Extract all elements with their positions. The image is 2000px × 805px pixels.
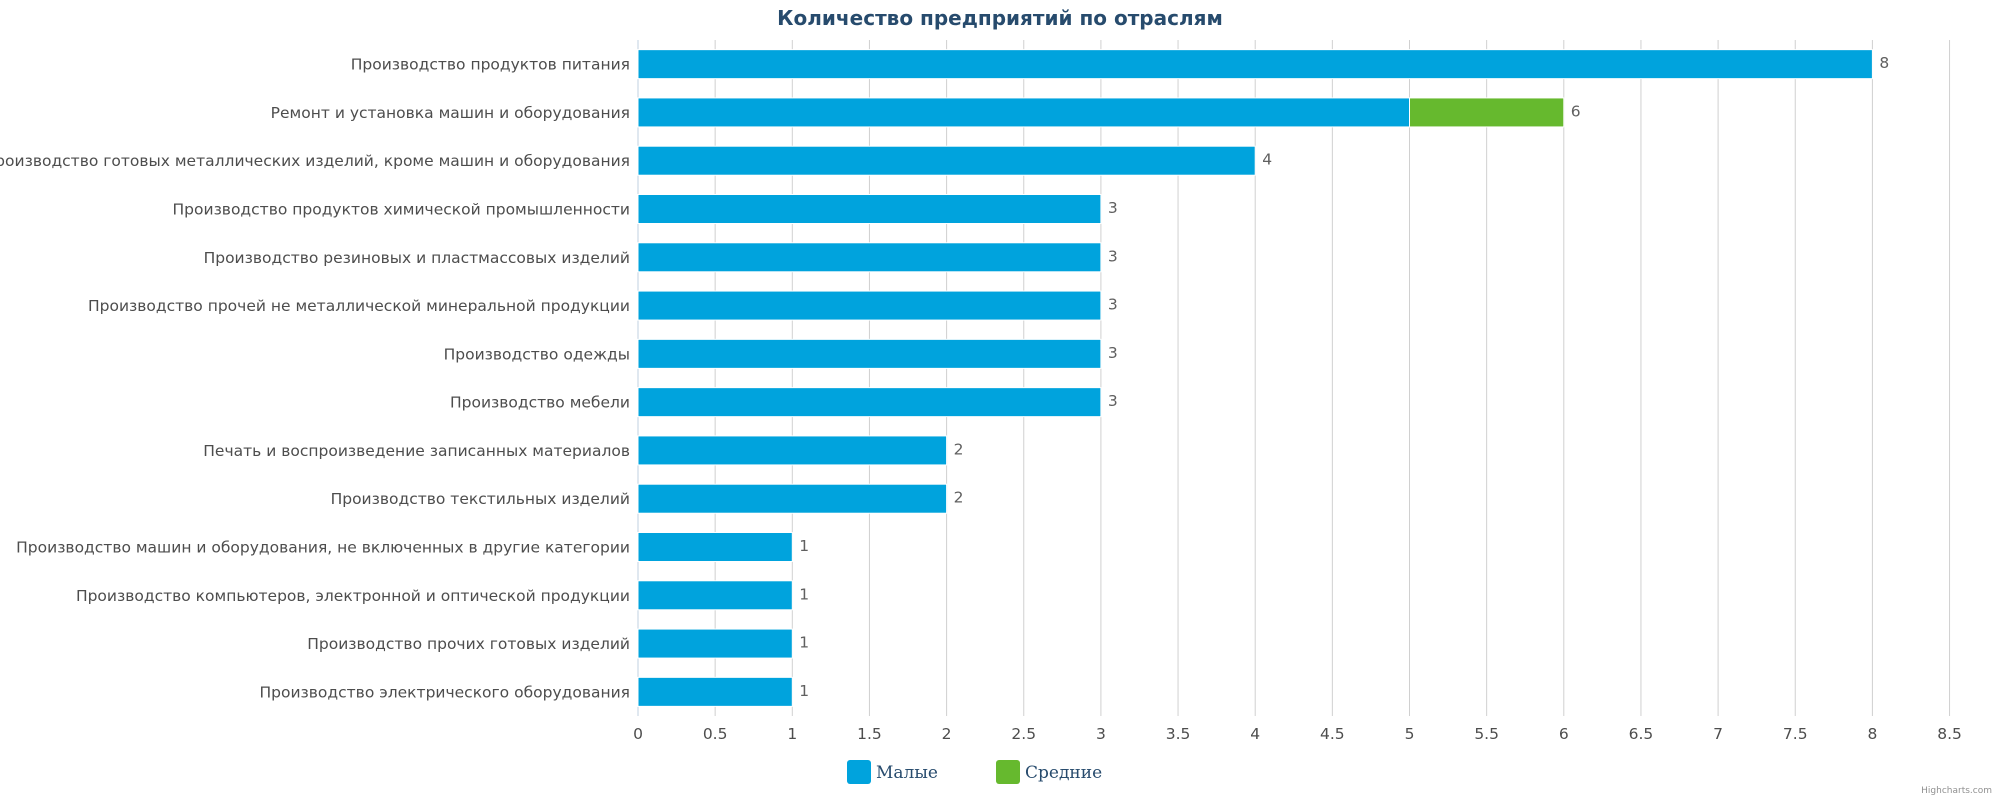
data-label: 3 [1108,199,1118,217]
credits-text[interactable]: Highcharts.com [1921,786,1992,796]
data-label: 3 [1108,344,1118,362]
bar-small[interactable] [637,194,1102,224]
category-label: Производство компьютеров, электронной и … [76,587,630,605]
chart-title: Количество предприятий по отраслям [777,6,1223,30]
category-label: Производство готовых металлических издел… [0,152,630,170]
x-tick-label: 7.5 [1783,725,1808,743]
legend-label[interactable]: Малые [876,763,938,783]
bar-small[interactable] [637,628,793,659]
x-tick-label: 0 [633,725,643,743]
data-label: 2 [954,440,964,458]
x-tick-label: 1.5 [857,725,882,743]
bar-small[interactable] [637,97,1410,128]
data-label: 4 [1262,151,1272,169]
bar-small[interactable] [637,49,1873,80]
data-label: 1 [799,634,809,652]
category-label: Ремонт и установка машин и оборудования [271,104,630,122]
category-label: Производство мебели [450,394,630,412]
x-tick-label: 1 [787,725,797,743]
data-label: 1 [799,537,809,555]
x-tick-label: 5 [1405,725,1415,743]
legend-label[interactable]: Средние [1025,763,1102,783]
category-label: Производство одежды [444,345,630,363]
category-labels: Производство продуктов питания Ремонт и у… [0,56,630,702]
bar-small[interactable] [637,532,793,562]
data-label: 1 [799,585,809,603]
data-label: 8 [1879,54,1889,72]
bar-small[interactable] [637,338,1102,369]
legend-symbol[interactable] [847,760,871,784]
grid-lines [637,40,1951,716]
x-tick-label: 2 [942,725,952,743]
bar-small[interactable] [637,435,948,466]
legend: Малые Средние [847,760,1102,784]
x-tick-label: 3 [1096,725,1106,743]
data-label: 3 [1108,392,1118,410]
category-label: Производство прочей не металлической мин… [88,297,630,315]
bar-small[interactable] [637,483,948,514]
bar-medium[interactable] [1409,97,1565,128]
category-label: Производство продуктов питания [351,56,630,74]
x-tick-label: 4 [1250,725,1260,743]
data-label: 2 [954,489,964,507]
bar-small[interactable] [637,290,1102,321]
legend-symbol[interactable] [996,760,1020,784]
bar-small[interactable] [637,387,1102,418]
category-label: Производство прочих готовых изделий [307,635,630,653]
data-labels: 8 6 4 3 3 3 3 3 2 2 1 1 1 1 [799,54,1889,700]
x-tick-label: 6.5 [1629,725,1654,743]
x-tick-label: 3.5 [1166,725,1191,743]
bar-small[interactable] [637,145,1256,176]
bars [637,49,1873,707]
x-tick-label: 6 [1559,725,1569,743]
category-label: Производство текстильных изделий [331,490,630,508]
x-tick-label: 5.5 [1474,725,1499,743]
bar-small[interactable] [637,580,793,611]
category-label: Печать и воспроизведение записанных мате… [203,442,630,460]
data-label: 3 [1108,247,1118,265]
x-axis-tick-labels: 0 0.5 1 1.5 2 2.5 3 3.5 4 4.5 5 5.5 6 6.5 7 7.5 8 8.5 [633,725,1962,743]
x-tick-label: 8 [1867,725,1877,743]
x-tick-label: 2.5 [1011,725,1036,743]
category-label: Производство машин и оборудования, не вк… [16,539,630,557]
category-label: Производство продуктов химической промыш… [173,201,630,219]
data-label: 1 [799,682,809,700]
x-tick-label: 8.5 [1937,725,1962,743]
x-tick-label: 7 [1713,725,1723,743]
bar-small[interactable] [637,676,793,707]
x-tick-label: 0.5 [703,725,728,743]
category-label: Производство резиновых и пластмассовых и… [204,249,630,267]
data-label: 3 [1108,296,1118,314]
x-tick-label: 4.5 [1320,725,1345,743]
data-label: 6 [1571,102,1581,120]
category-label: Производство электрического оборудования [260,683,631,701]
bar-small[interactable] [637,242,1102,273]
